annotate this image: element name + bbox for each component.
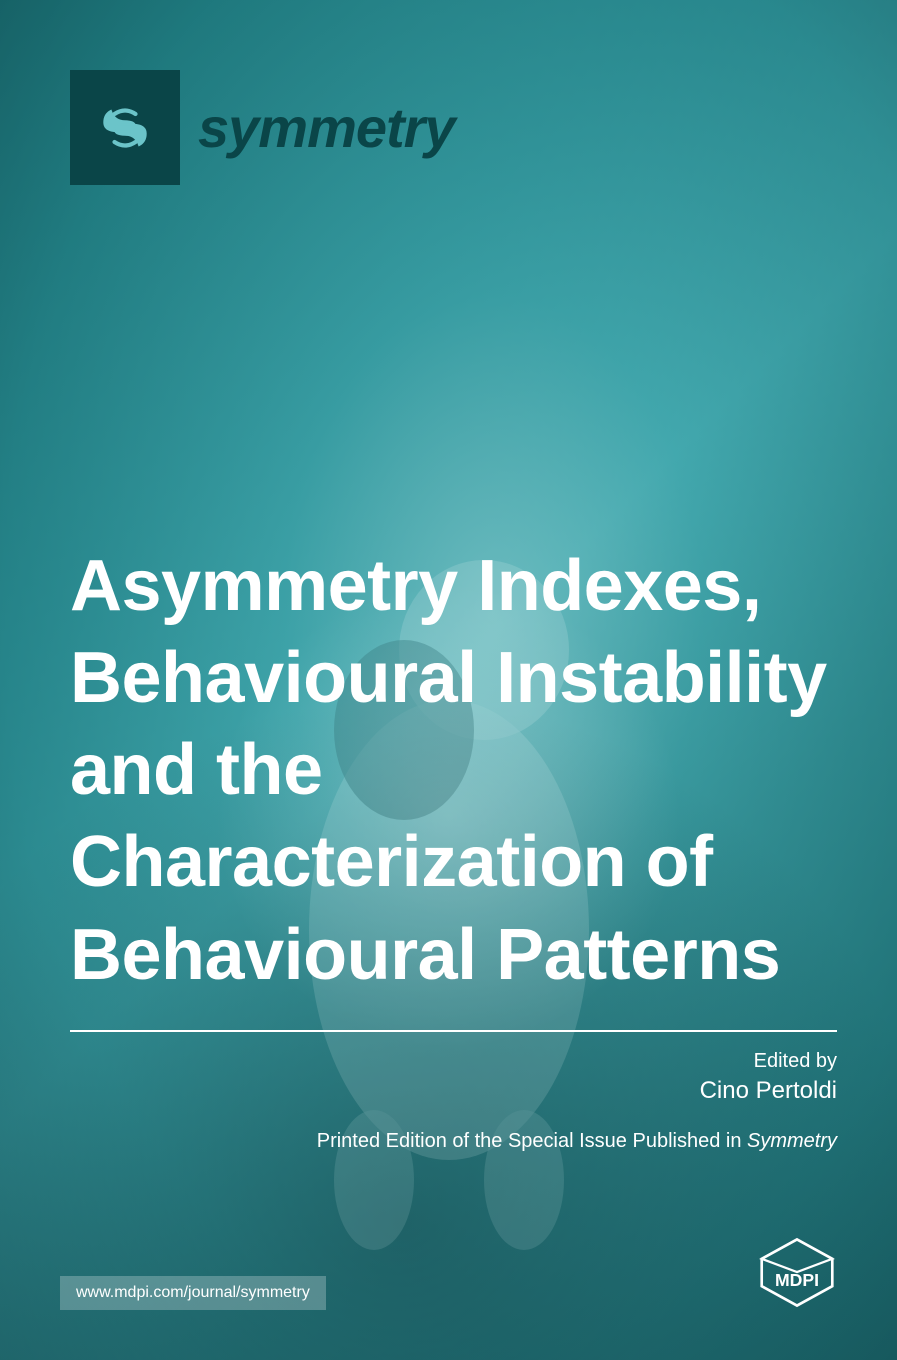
edited-by-label: Edited by [700,1050,837,1073]
editor-name: Cino Pertoldi [700,1077,837,1105]
svg-text:MDPI: MDPI [775,1270,819,1290]
printed-edition-prefix: Printed Edition of the Special Issue Pub… [317,1130,747,1152]
book-title: Asymmetry Indexes, Behavioural Instabili… [70,540,857,1001]
journal-logo-section: symmetry [70,70,455,185]
book-cover: symmetry Asymmetry Indexes, Behavioural … [0,0,897,1360]
journal-logo-box [70,70,180,185]
symmetry-s-icon [90,93,160,163]
printed-edition-note: Printed Edition of the Special Issue Pub… [317,1130,837,1153]
journal-url: www.mdpi.com/journal/symmetry [60,1276,326,1310]
editor-section: Edited by Cino Pertoldi [700,1050,837,1105]
journal-name: symmetry [198,95,455,160]
mdpi-publisher-logo: MDPI [752,1235,842,1310]
title-divider [70,1030,837,1032]
printed-edition-journal: Symmetry [747,1130,837,1152]
